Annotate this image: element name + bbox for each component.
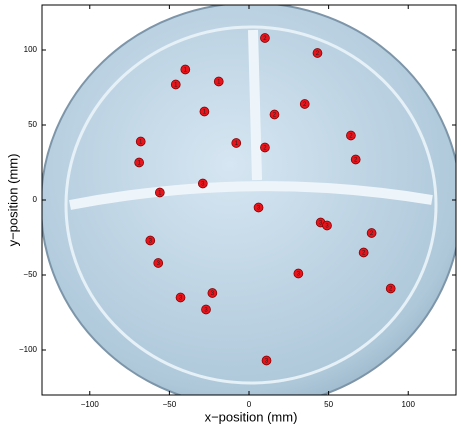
point-label: 3 xyxy=(265,359,269,365)
point-label: 1 xyxy=(235,141,239,147)
point xyxy=(134,157,144,168)
point xyxy=(385,283,396,294)
point-label: 2 xyxy=(316,51,320,57)
point-label: 2 xyxy=(273,113,277,119)
point xyxy=(346,130,356,141)
point xyxy=(358,247,369,258)
point-label: 1 xyxy=(137,161,141,167)
point xyxy=(175,292,186,303)
point-label: 2 xyxy=(370,231,374,237)
point-label: 3 xyxy=(149,239,153,245)
x-axis-label: x−position (mm) xyxy=(205,409,298,424)
point-label: 2 xyxy=(349,134,353,140)
point-label: 2 xyxy=(303,102,307,108)
point xyxy=(269,109,280,120)
point-label: 1 xyxy=(158,191,162,197)
point-label: 3 xyxy=(325,224,329,230)
y-tick-label: 100 xyxy=(24,45,38,54)
point xyxy=(312,48,323,58)
point-label: 2 xyxy=(354,158,358,164)
point xyxy=(170,79,181,90)
x-tick-label: 50 xyxy=(324,400,333,409)
point-label: 3 xyxy=(319,221,323,227)
y-axis-label: y−position (mm) xyxy=(5,154,20,247)
point xyxy=(231,138,242,148)
point-label: 1 xyxy=(139,140,143,146)
point xyxy=(154,187,165,198)
point xyxy=(366,228,377,238)
point-label: 1 xyxy=(174,83,178,89)
point xyxy=(213,76,224,87)
point xyxy=(260,33,270,43)
y-tick-label: −50 xyxy=(23,270,37,279)
point xyxy=(197,178,208,189)
x-tick-label: −50 xyxy=(163,400,177,409)
point-label: 3 xyxy=(201,182,205,188)
point xyxy=(153,258,164,268)
point-label: 3 xyxy=(157,261,161,267)
point-label: 2 xyxy=(389,287,393,293)
point-label: 3 xyxy=(297,272,301,278)
x-tick-label: 0 xyxy=(247,400,252,409)
point-label: 2 xyxy=(362,251,366,257)
point-label: 1 xyxy=(217,80,221,86)
y-tick-label: 0 xyxy=(33,195,38,204)
point xyxy=(261,355,272,366)
plate-image xyxy=(42,5,456,395)
point xyxy=(180,64,191,75)
point-label: 2 xyxy=(263,36,267,42)
point xyxy=(207,288,218,298)
point-label: 1 xyxy=(184,68,188,74)
point-label: 3 xyxy=(257,206,261,212)
point xyxy=(293,268,304,279)
x-tick-label: −100 xyxy=(81,400,100,409)
point-label: 3 xyxy=(204,308,208,314)
x-tick-label: 100 xyxy=(402,400,416,409)
point xyxy=(135,136,146,147)
point xyxy=(145,235,156,246)
point-label: 2 xyxy=(263,146,267,152)
point xyxy=(322,220,332,231)
point xyxy=(350,154,361,165)
point xyxy=(201,304,211,315)
point-label: 1 xyxy=(203,110,207,116)
point xyxy=(253,202,264,213)
y-tick-label: −100 xyxy=(19,345,38,354)
point-label: 3 xyxy=(211,291,215,297)
point xyxy=(199,106,210,117)
y-tick-label: 50 xyxy=(28,120,37,129)
point-label: 3 xyxy=(179,296,183,302)
point xyxy=(260,142,270,153)
point xyxy=(299,99,310,109)
